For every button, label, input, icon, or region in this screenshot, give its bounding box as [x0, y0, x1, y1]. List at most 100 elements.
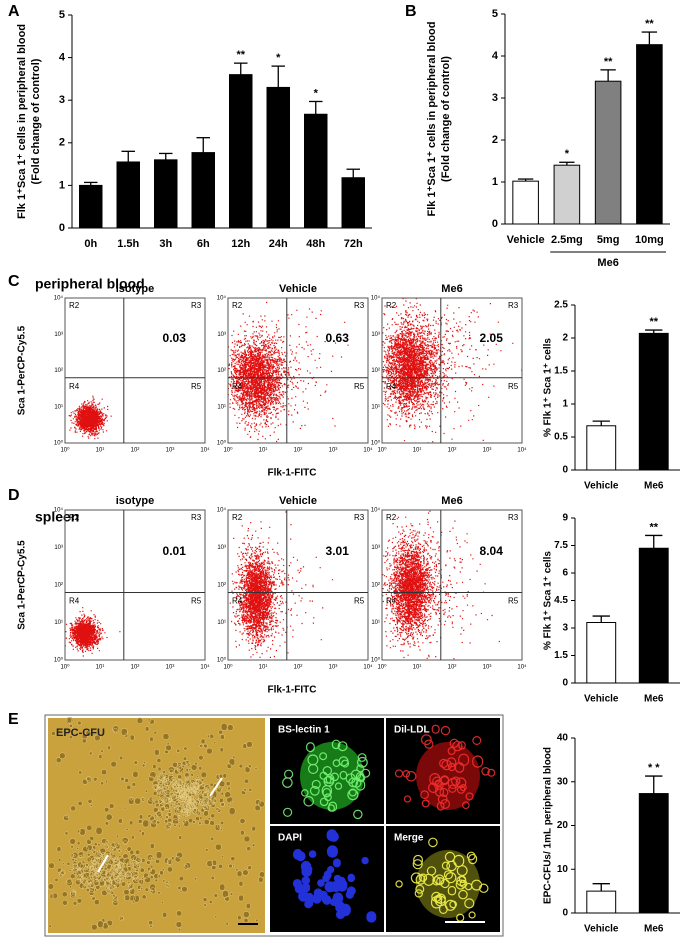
quadrant-label: R2 [386, 301, 397, 310]
x-tick-label: Vehicle [584, 481, 619, 492]
significance: ** [236, 49, 245, 61]
x-tick-label: 10¹ [259, 665, 268, 671]
bar [638, 547, 669, 684]
bar [266, 86, 290, 229]
event-dots [65, 607, 121, 657]
quadrant-label: R2 [69, 301, 80, 310]
y-tick-label: 10⁴ [54, 507, 64, 514]
y-tick-label: 10⁰ [371, 440, 381, 447]
x-tick-label: Vehicle [507, 234, 545, 246]
y-tick-label: 10² [54, 583, 63, 589]
x-tick-label: 10² [131, 665, 140, 671]
y-axis-label: Sca 1-PerCP-Cy5.5 [17, 325, 28, 415]
plot-frame [64, 509, 206, 661]
x-tick-label: Me6 [644, 694, 664, 705]
y-tick-label: 1 [562, 399, 568, 410]
y-tick-label: 2 [59, 137, 65, 149]
quadrant-label: R4 [232, 597, 243, 606]
y-tick-label: 10² [371, 583, 380, 589]
y-tick-label: 10³ [54, 545, 63, 551]
y-tick-label: 20 [557, 820, 569, 831]
quadrant-percent: 0.03 [163, 331, 187, 345]
y-tick-label: 10³ [217, 545, 226, 551]
section-title: peripheral blood [35, 276, 145, 292]
cells [282, 739, 371, 820]
x-tick-label: 10⁰ [223, 664, 233, 671]
y-tick-label: 2.5 [554, 300, 568, 311]
y-tick-label: 10⁴ [371, 295, 381, 302]
x-tick-label: 10³ [329, 448, 338, 454]
quadrant-label: R5 [191, 597, 202, 606]
y-tick-label: 1.5 [554, 366, 568, 377]
micrograph-label: Dil-LDL [394, 725, 430, 736]
x-tick-label: 10⁰ [377, 664, 387, 671]
event-dots [382, 510, 500, 660]
plot-frame [64, 297, 206, 444]
section-title: spleen [35, 509, 79, 525]
x-tick-label: 10² [448, 665, 457, 671]
x-tick-label: 3h [159, 238, 172, 250]
x-tick-label: 10⁴ [200, 447, 210, 454]
micrograph-label: EPC-CFU [56, 727, 105, 739]
x-tick-label: Vehicle [584, 694, 619, 705]
bar [512, 180, 539, 225]
x-tick-label: 6h [197, 238, 210, 250]
y-tick-label: 10³ [217, 332, 226, 338]
bar [636, 44, 663, 225]
bar [638, 793, 669, 914]
y-tick-label: 10⁰ [371, 657, 381, 664]
y-tick-label: 10¹ [371, 404, 380, 410]
x-tick-label: 10³ [166, 665, 175, 671]
quadrant-label: R2 [386, 513, 397, 522]
y-tick-label: 10 [557, 864, 569, 875]
y-tick-label: 10² [217, 368, 226, 374]
quadrant-label: R4 [69, 597, 80, 606]
bar [586, 890, 617, 914]
y-tick-label: 10⁰ [217, 440, 227, 447]
y-tick-label: 1 [59, 179, 65, 191]
y-tick-label: 1.5 [554, 650, 568, 661]
x-tick-label: 10¹ [259, 448, 268, 454]
y-tick-label: 40 [557, 733, 569, 744]
plot-title: Vehicle [279, 283, 317, 295]
bar [229, 74, 253, 229]
x-tick-label: 10³ [483, 665, 492, 671]
quadrant-label: R3 [354, 513, 365, 522]
y-axis-label: Sca 1-PerCP-Cy5.5 [17, 540, 28, 630]
x-tick-label: 10¹ [96, 665, 105, 671]
y-tick-label: 10³ [54, 332, 63, 338]
y-tick-label: 10² [371, 368, 380, 374]
y-tick-label: 6 [562, 568, 568, 579]
y-tick-label: 3 [562, 623, 568, 634]
micrograph-label: Merge [394, 833, 424, 844]
y-axis-label: Flk 1⁺Sca 1⁺ cells in peripheral blood [426, 21, 438, 216]
y-tick-label: 10¹ [54, 404, 63, 410]
cells [395, 837, 489, 922]
y-tick-label: 10³ [371, 545, 380, 551]
significance: ** [604, 56, 613, 68]
y-tick-label: 4.5 [554, 595, 568, 606]
x-axis-label: Flk-1-FITC [268, 468, 317, 479]
y-tick-label: 10³ [371, 332, 380, 338]
y-tick-label: 0 [492, 218, 498, 230]
quadrant-percent: 2.05 [480, 331, 504, 345]
x-tick-label: 10¹ [96, 448, 105, 454]
significance: * [565, 148, 570, 160]
x-tick-label: Me6 [644, 924, 664, 935]
x-tick-label: 10⁴ [363, 447, 373, 454]
y-tick-label: 5 [492, 8, 498, 20]
y-tick-label: 4 [59, 52, 66, 64]
y-axis-label: (Fold change of control) [30, 58, 42, 184]
y-tick-label: 10¹ [371, 620, 380, 626]
quadrant-label: R3 [508, 513, 519, 522]
y-tick-label: 30 [557, 776, 569, 787]
x-tick-label: 10⁰ [377, 447, 387, 454]
plot-frame [227, 297, 369, 444]
significance: * [314, 87, 319, 99]
event-dots [382, 298, 522, 443]
micrograph-label: DAPI [278, 833, 302, 844]
bar [586, 425, 617, 471]
x-tick-label: Vehicle [584, 924, 619, 935]
x-axis-label: Flk-1-FITC [268, 685, 317, 696]
y-tick-label: 10⁰ [54, 440, 64, 447]
